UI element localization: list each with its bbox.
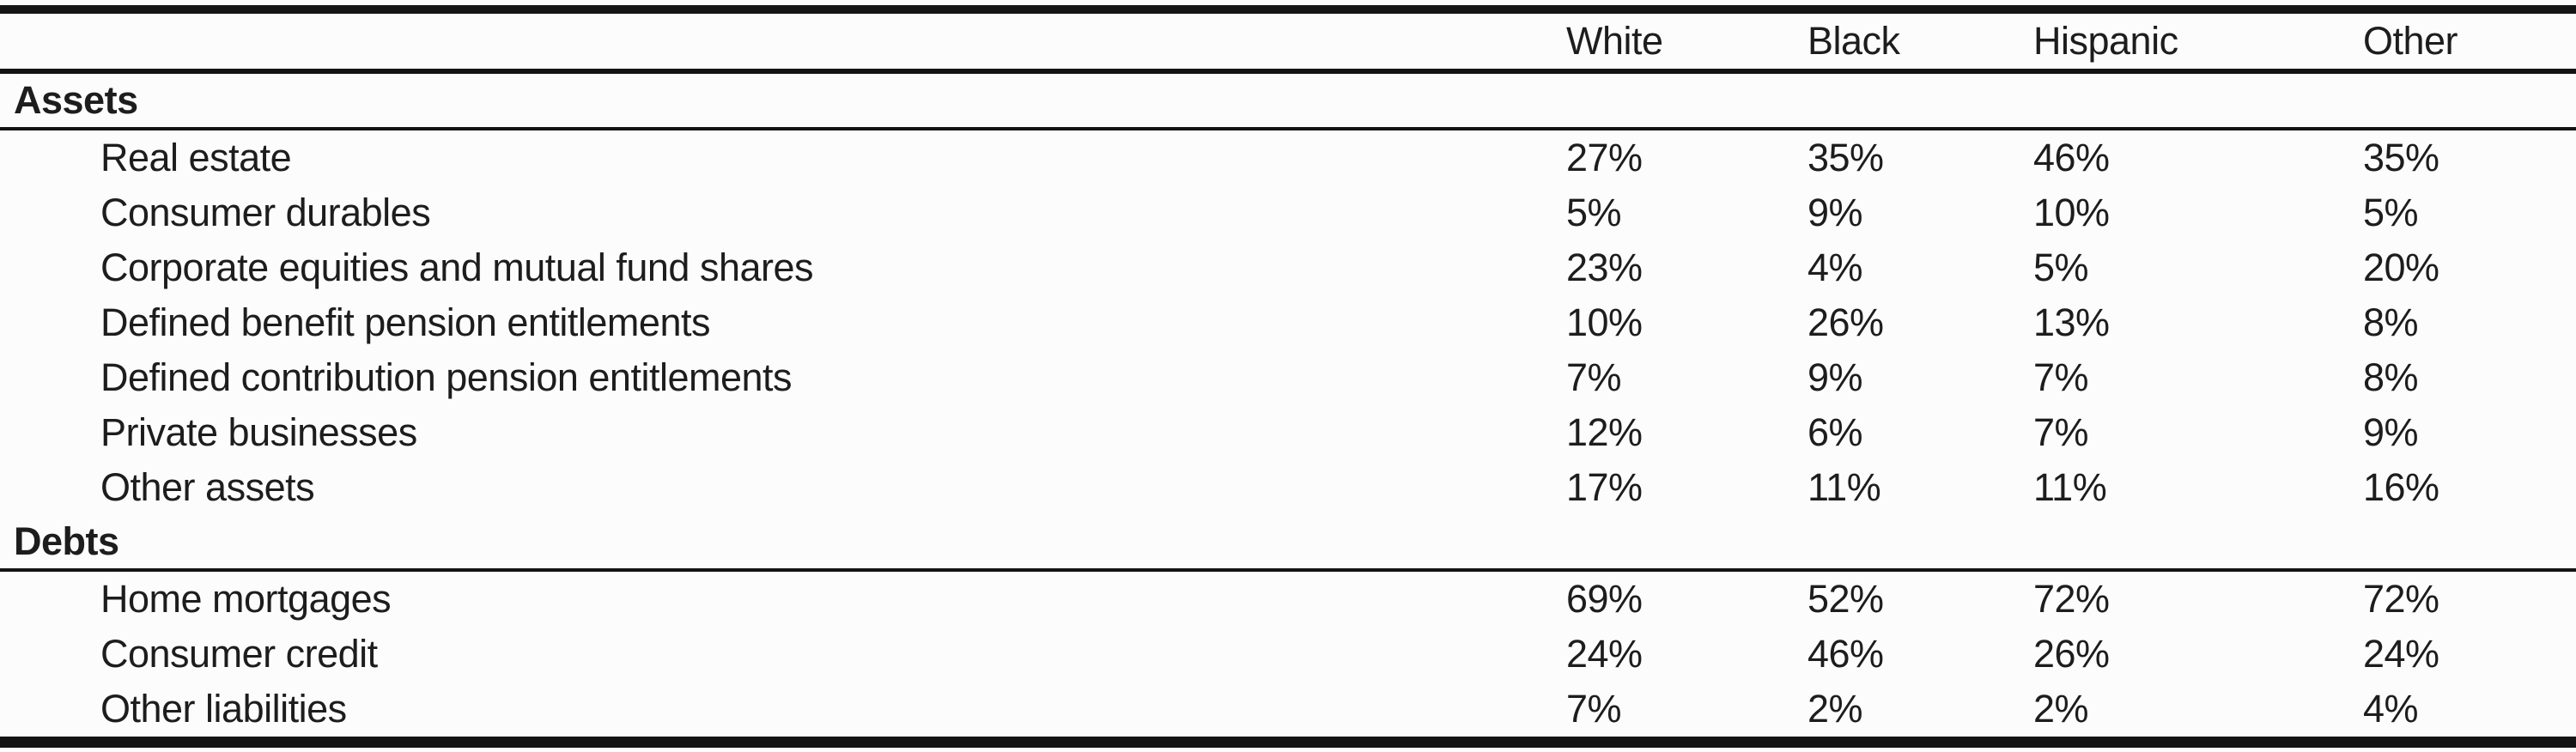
row-label: Home mortgages <box>100 577 392 621</box>
cell-value: 9% <box>1807 191 1863 234</box>
cell-value: 10% <box>2033 191 2110 234</box>
section-label: Debts <box>14 519 119 563</box>
cell-value: 17% <box>1566 465 1643 509</box>
row-label: Other liabilities <box>100 687 347 731</box>
table-row: Corporate equities and mutual fund share… <box>0 240 2576 295</box>
table-row: Defined benefit pension entitlements 10%… <box>0 295 2576 350</box>
cell-value: 6% <box>1807 410 1863 454</box>
column-header-black: Black <box>1807 19 1900 63</box>
cell-value: 7% <box>1566 355 1622 399</box>
cell-value: 8% <box>2363 300 2419 344</box>
cell-value: 23% <box>1566 246 1643 289</box>
cell-value: 7% <box>2033 410 2089 454</box>
cell-value: 12% <box>1566 410 1643 454</box>
row-label: Private businesses <box>100 410 417 454</box>
row-label: Other assets <box>100 465 315 509</box>
cell-value: 26% <box>1807 300 1884 344</box>
cell-value: 7% <box>1566 687 1622 731</box>
table-row: Real estate 27% 35% 46% 35% <box>0 130 2576 185</box>
row-label: Consumer durables <box>100 191 431 234</box>
cell-value: 5% <box>2363 191 2419 234</box>
cell-value: 10% <box>1566 300 1643 344</box>
row-label: Corporate equities and mutual fund share… <box>100 246 814 289</box>
table-row: Home mortgages 69% 52% 72% 72% <box>0 572 2576 627</box>
composition-table: White Black Hispanic Other Assets Real e… <box>0 5 2576 748</box>
cell-value: 11% <box>1807 465 1881 509</box>
cell-value: 46% <box>2033 136 2110 179</box>
cell-value: 24% <box>2363 632 2439 676</box>
cell-value: 8% <box>2363 355 2419 399</box>
cell-value: 35% <box>1807 136 1884 179</box>
cell-value: 16% <box>2363 465 2439 509</box>
cell-value: 2% <box>2033 687 2089 731</box>
table-row: Private businesses 12% 6% 7% 9% <box>0 405 2576 460</box>
cell-value: 35% <box>2363 136 2439 179</box>
cell-value: 9% <box>2363 410 2419 454</box>
table-row: Other liabilities 7% 2% 2% 4% <box>0 682 2576 737</box>
cell-value: 52% <box>1807 577 1884 621</box>
cell-value: 2% <box>1807 687 1863 731</box>
table-row: Other assets 17% 11% 11% 16% <box>0 460 2576 515</box>
section-header-debts: Debts <box>0 515 2576 572</box>
cell-value: 11% <box>2033 465 2107 509</box>
column-header-white: White <box>1566 19 1663 63</box>
table-header-row: White Black Hispanic Other <box>0 14 2576 74</box>
cell-value: 7% <box>2033 355 2089 399</box>
cell-value: 20% <box>2363 246 2439 289</box>
row-label: Consumer credit <box>100 632 378 676</box>
cell-value: 69% <box>1566 577 1643 621</box>
cell-value: 26% <box>2033 632 2110 676</box>
row-label: Defined contribution pension entitlement… <box>100 355 793 399</box>
cell-value: 24% <box>1566 632 1643 676</box>
cell-value: 4% <box>2363 687 2419 731</box>
table-row: Consumer durables 5% 9% 10% 5% <box>0 185 2576 240</box>
cell-value: 9% <box>1807 355 1863 399</box>
row-label: Defined benefit pension entitlements <box>100 300 710 344</box>
cell-value: 72% <box>2363 577 2439 621</box>
section-header-assets: Assets <box>0 74 2576 130</box>
cell-value: 13% <box>2033 300 2110 344</box>
table-row: Defined contribution pension entitlement… <box>0 350 2576 405</box>
cell-value: 5% <box>1566 191 1622 234</box>
cell-value: 46% <box>1807 632 1884 676</box>
cell-value: 72% <box>2033 577 2110 621</box>
table-row: Consumer credit 24% 46% 26% 24% <box>0 627 2576 682</box>
cell-value: 5% <box>2033 246 2089 289</box>
cell-value: 4% <box>1807 246 1863 289</box>
column-header-other: Other <box>2363 19 2458 63</box>
cell-value: 27% <box>1566 136 1643 179</box>
column-header-hispanic: Hispanic <box>2033 19 2178 63</box>
row-label: Real estate <box>100 136 292 179</box>
section-label: Assets <box>14 78 138 122</box>
